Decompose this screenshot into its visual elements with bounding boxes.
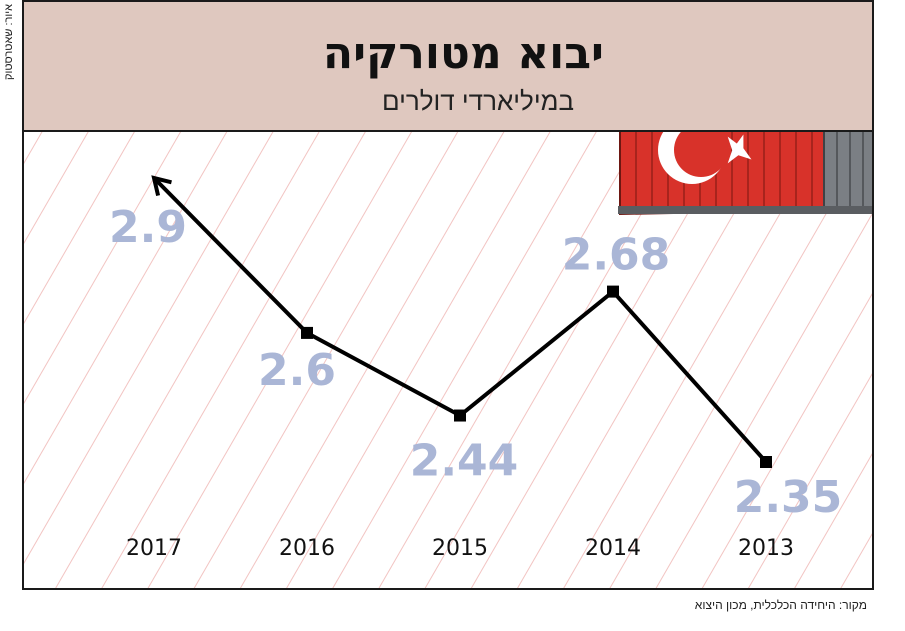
source-note: מקור: היחידה הכלכלית, מכון היצוא (694, 598, 867, 612)
value-label-2014: 2.68 (562, 230, 671, 281)
x-tick-label-2017: 2017 (126, 536, 182, 561)
x-tick-label-2015: 2015 (432, 536, 488, 561)
data-point-2016 (301, 326, 313, 339)
x-tick-label-2013: 2013 (738, 536, 794, 561)
value-label-2017: 2.9 (109, 202, 187, 253)
data-point-2013 (760, 456, 772, 468)
value-label-2015: 2.44 (410, 436, 519, 487)
series-arrowhead (151, 175, 172, 196)
x-tick-label-2014: 2014 (585, 536, 641, 561)
data-point-2014 (607, 285, 619, 298)
value-label-2013: 2.35 (734, 472, 843, 523)
chart-marks: 2.9 2.6 2.44 2.68 2.35 2017 2016 2015 2014 2013 (109, 175, 843, 561)
chart-subtitle: במיליארדי דולרים (382, 86, 574, 116)
x-tick-label-2016: 2016 (279, 536, 335, 561)
data-point-2015 (454, 409, 466, 422)
chart-header: יבוא מטורקיה במיליארדי דולרים (24, 2, 872, 132)
value-label-2016: 2.6 (258, 345, 336, 396)
chart-frame: 2.9 2.6 2.44 2.68 2.35 2017 2016 2015 2014 2013 י… (22, 0, 874, 590)
chart-title: יבוא מטורקיה (322, 28, 604, 79)
illustration-credit: איור: שאטרסטוק (3, 4, 15, 81)
